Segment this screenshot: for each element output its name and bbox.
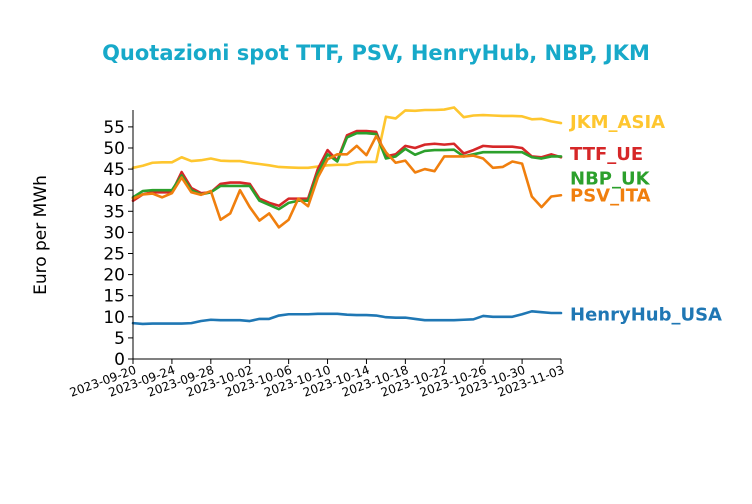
y-tick-label: 55 [103,118,125,138]
y-axis-label: Euro per MWh [31,175,51,295]
series-line-jkm-asia [131,106,563,170]
y-tick-label: 20 [103,266,125,286]
series-label-henryhub-usa: HenryHub_USA [570,304,722,325]
y-tick-label: 40 [103,181,125,201]
series-label-jkm-asia: JKM_ASIA [568,112,665,133]
y-tick-label: 15 [103,287,125,307]
y-tick-label: 10 [103,308,125,328]
y-tick-label: 50 [103,139,125,159]
series-line-nbp-uk [131,131,563,211]
chart-title: Quotazioni spot TTF, PSV, HenryHub, NBP,… [102,41,650,65]
series-label-nbp-uk: NBP_UK [570,169,651,190]
series-label-psv-ita: PSV_ITA [570,185,651,206]
y-tick-label: 35 [103,202,125,222]
series-line-henryhub-usa [131,310,563,326]
series-label-ttf-ue: TTF_UE [570,144,643,165]
y-tick-label: 0 [114,350,125,370]
y-tick-label: 25 [103,244,125,264]
y-tick-label: 5 [114,329,125,349]
y-tick-label: 45 [103,160,125,180]
series-lines [131,106,563,326]
y-tick-label: 30 [103,223,125,243]
series-line-psv-ita [131,134,563,229]
